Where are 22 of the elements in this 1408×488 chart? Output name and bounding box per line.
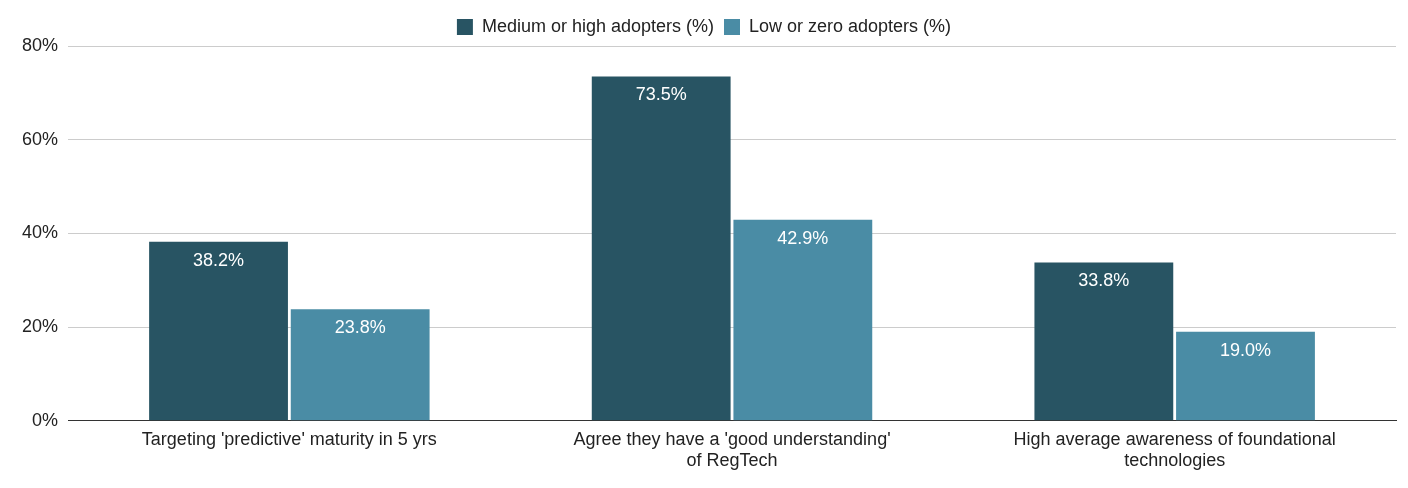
bar <box>591 76 731 421</box>
y-tick-label: 40% <box>22 222 59 243</box>
bar <box>1176 331 1315 421</box>
bar <box>733 219 873 421</box>
bar <box>149 241 288 421</box>
x-tick-label: Targeting 'predictive' maturity in 5 yrs <box>141 428 437 449</box>
x-tick-label: Agree they have a 'good understanding' of RegTech <box>573 428 891 471</box>
data-label: 42.9% <box>777 227 829 248</box>
data-label: 19.0% <box>1219 339 1272 360</box>
y-tick-label: 20% <box>22 316 59 337</box>
data-label: 33.8% <box>1078 270 1130 291</box>
bar <box>1034 262 1174 421</box>
y-tick-label: 80% <box>22 34 59 55</box>
legend-label: Medium or high adopters (%) <box>481 15 715 36</box>
y-tick-label: 0% <box>32 409 59 430</box>
legend-label: Low or zero adopters (%) <box>749 15 952 36</box>
y-tick-label: 60% <box>22 128 59 149</box>
data-label: 73.5% <box>635 84 687 105</box>
x-tick-label: High average awareness of foundational technologies <box>1013 428 1336 471</box>
bar <box>290 309 430 421</box>
data-label: 23.8% <box>334 317 386 338</box>
data-label: 38.2% <box>193 249 245 270</box>
